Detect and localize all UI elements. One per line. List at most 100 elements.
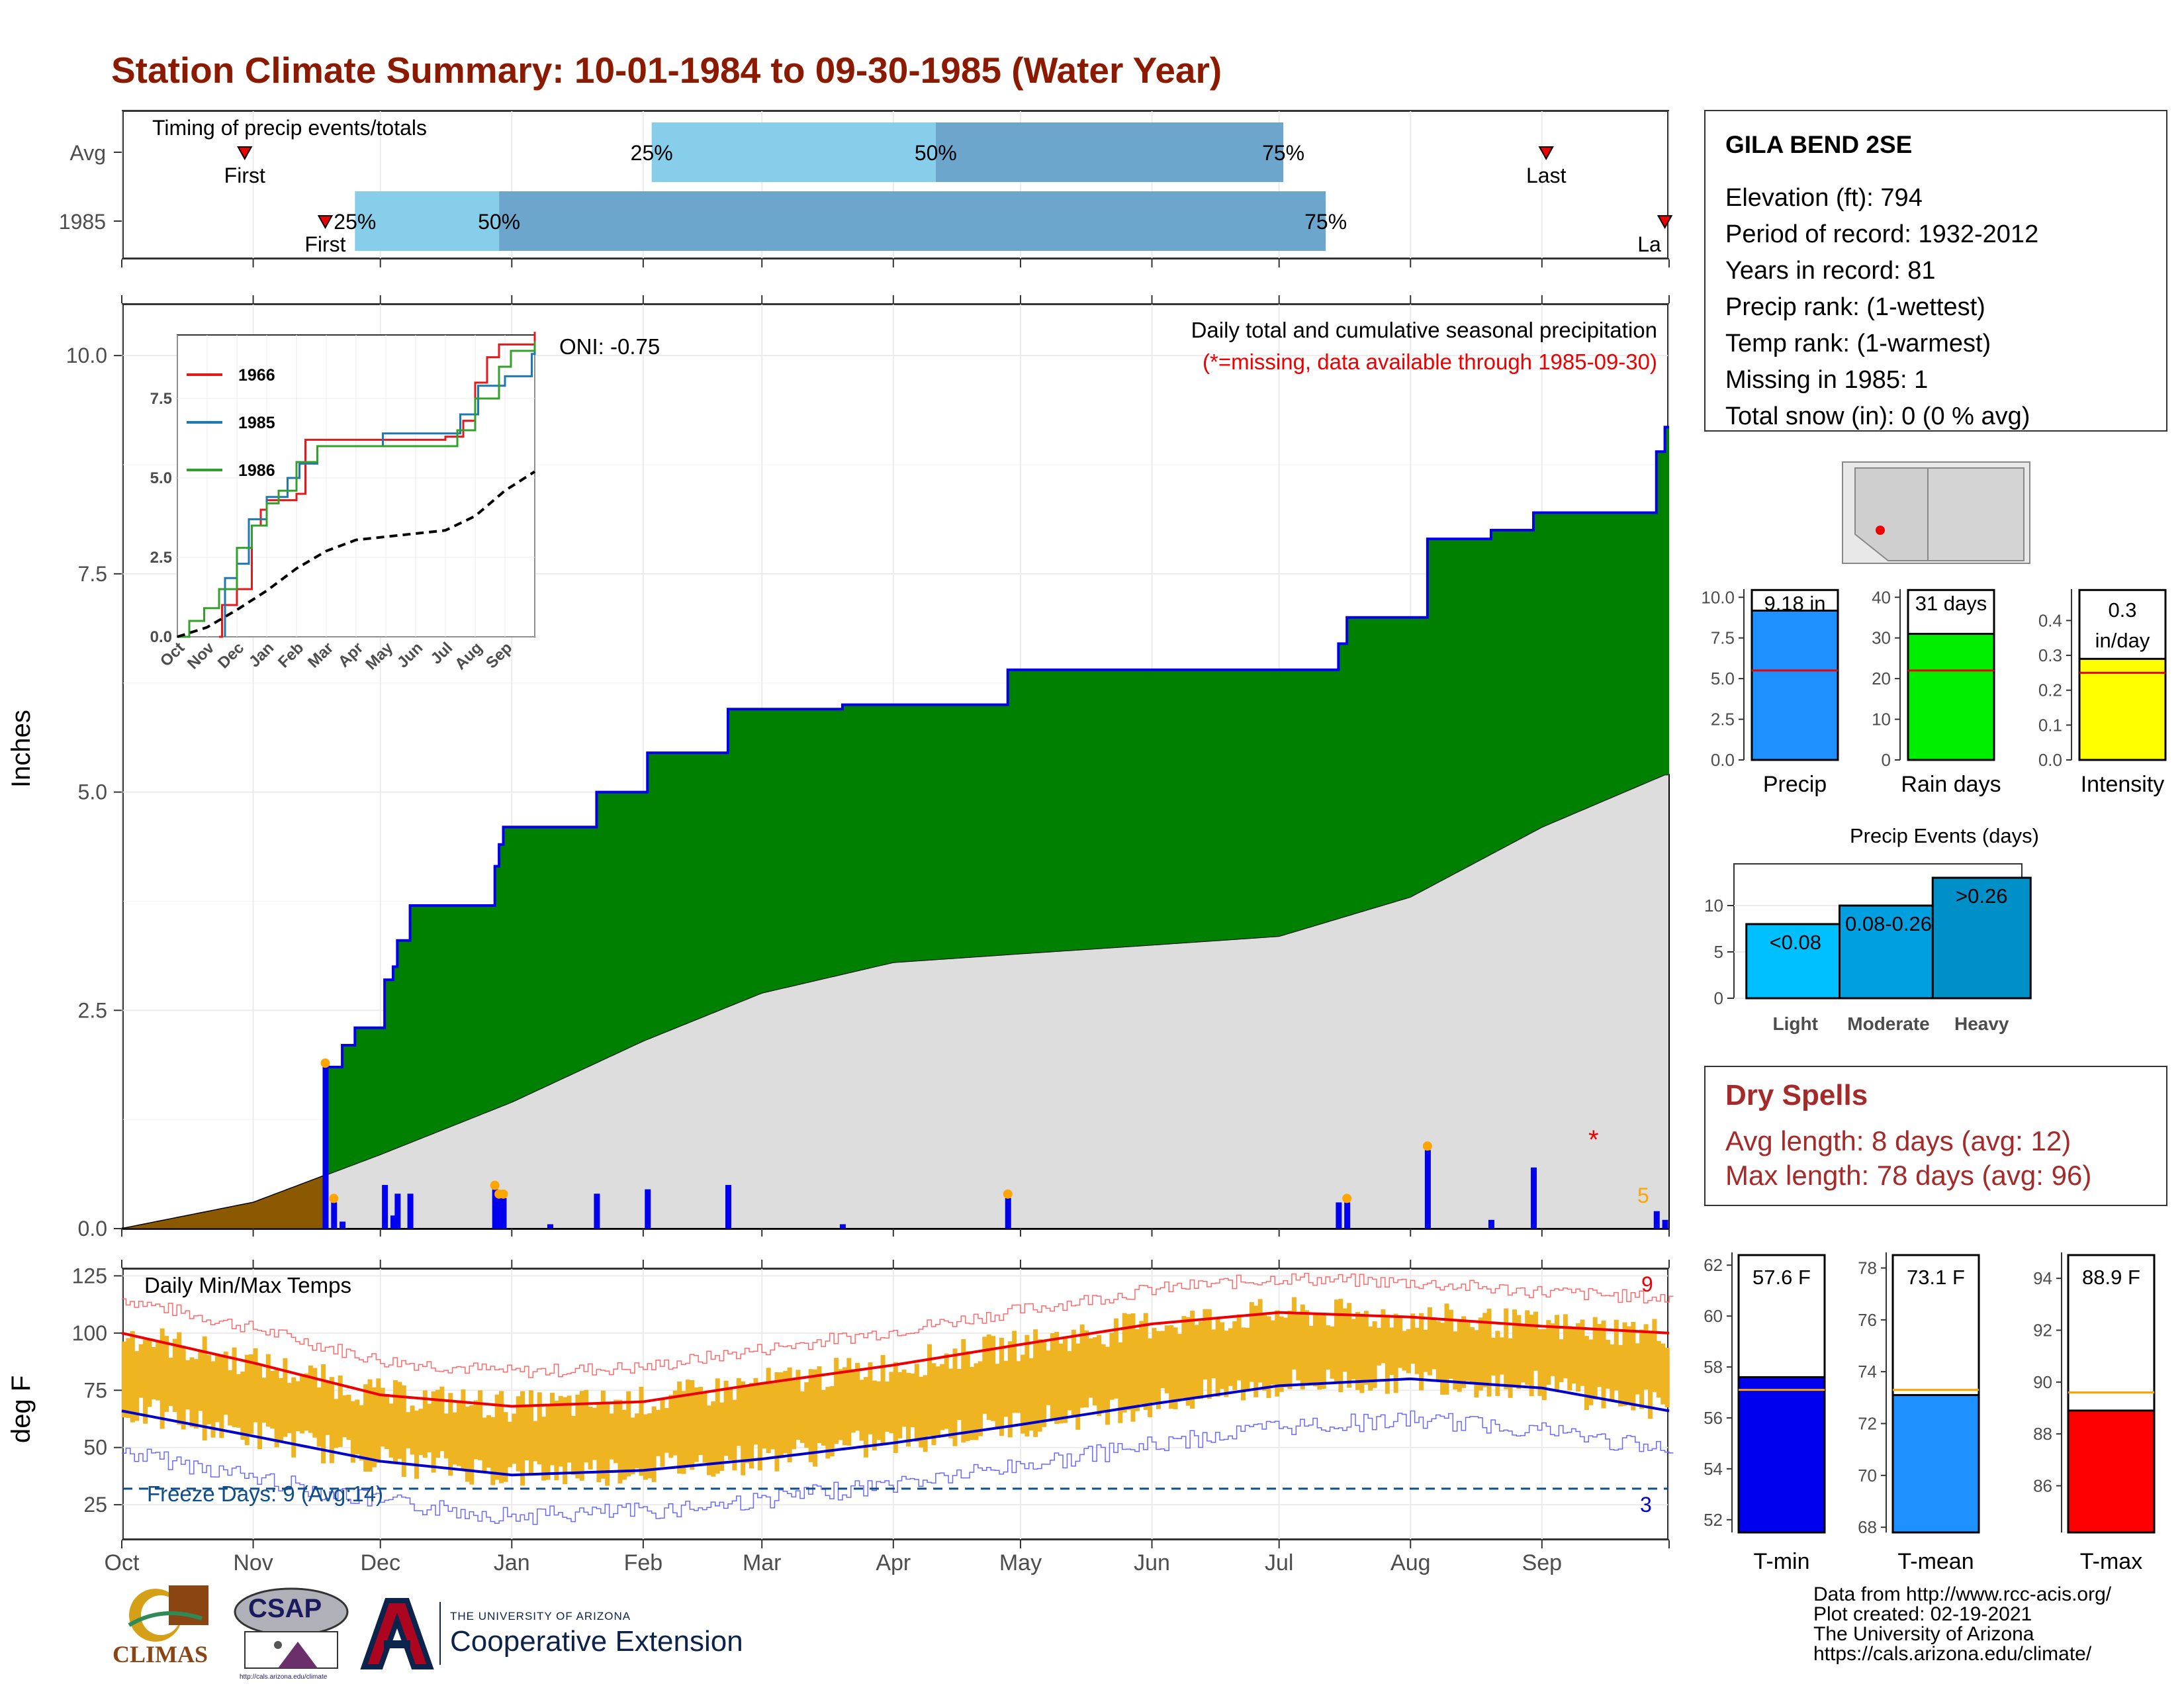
daily-temp-bar — [1105, 1346, 1111, 1425]
daily-temp-bar — [1520, 1325, 1525, 1383]
daily-temp-bar — [198, 1350, 203, 1411]
temp-panel-label: Daily Min/Max Temps — [144, 1273, 351, 1297]
daily-temp-bar — [1372, 1321, 1377, 1388]
daily-precip-bar — [1531, 1167, 1537, 1229]
daily-temp-bar — [1406, 1329, 1411, 1374]
daily-temp-bar — [910, 1373, 915, 1427]
daily-temp-bar — [792, 1380, 797, 1450]
daily-temp-bar — [859, 1380, 864, 1441]
daily-temp-bar — [982, 1336, 987, 1414]
daily-temp-bar — [821, 1389, 826, 1446]
summary-bar-name: Rain days — [1901, 772, 2001, 797]
daily-temp-bar — [872, 1380, 877, 1450]
precip-subtitle: (*=missing, data available through 1985-… — [1202, 350, 1657, 374]
daily-temp-bar — [533, 1421, 538, 1462]
daily-temp-bar — [321, 1364, 326, 1464]
month-tick-label: Jan — [494, 1550, 530, 1575]
precip-title: Daily total and cumulative seasonal prec… — [1191, 318, 1657, 342]
daily-temp-bar — [1359, 1313, 1365, 1393]
daily-temp-bar — [265, 1354, 271, 1427]
daily-temp-bar — [397, 1382, 402, 1459]
daily-temp-bar — [457, 1400, 462, 1466]
daily-temp-bar — [1537, 1329, 1543, 1396]
daily-temp-bar — [334, 1399, 339, 1448]
record-max-line — [122, 1272, 1674, 1378]
daily-temp-bar — [901, 1369, 907, 1427]
daily-precip-bar — [394, 1194, 401, 1229]
daily-temp-bar — [817, 1366, 822, 1444]
station-precip-rank: Precip rank: (1-wettest) — [1725, 293, 1985, 321]
summary-tick-label: 0.2 — [2038, 680, 2062, 700]
daily-temp-bar — [159, 1328, 165, 1429]
daily-temp-bar — [906, 1372, 911, 1447]
daily-precip-bar — [1005, 1197, 1011, 1229]
daily-temp-bar — [206, 1354, 212, 1425]
timing-last-marker — [1538, 146, 1554, 161]
inset-line-1986 — [177, 341, 536, 638]
timing-bar-25-50 — [355, 191, 500, 251]
daily-temp-bar — [1275, 1310, 1280, 1397]
summary-tick-label: 0.4 — [2038, 610, 2062, 630]
month-tick-label: Jul — [1265, 1550, 1293, 1575]
tsummary-value-label: 73.1 F — [1907, 1266, 1965, 1289]
daily-temp-bar — [621, 1409, 627, 1480]
daily-temp-bar — [1334, 1299, 1339, 1383]
daily-temp-bar — [312, 1368, 318, 1438]
ua-logo — [360, 1598, 434, 1669]
daily-temp-bar — [257, 1366, 262, 1450]
daily-temp-bar — [741, 1381, 746, 1476]
tsummary-value-label: 88.9 F — [2082, 1266, 2140, 1289]
daily-temp-bar — [1270, 1320, 1275, 1385]
daily-temp-bar — [1605, 1339, 1610, 1389]
credit-university: The University of Arizona — [1813, 1623, 2034, 1645]
dry-spells-title: Dry Spells — [1725, 1079, 1868, 1111]
timing-label-75: 75% — [1262, 141, 1304, 165]
daily-temp-bar — [520, 1391, 525, 1486]
daily-temp-bar — [1601, 1320, 1606, 1409]
daily-temp-bar — [919, 1376, 924, 1448]
daily-temp-bar — [1432, 1319, 1437, 1370]
daily-temp-bar — [617, 1399, 623, 1484]
tsummary-tick-label: 76 — [1858, 1310, 1877, 1330]
daily-temp-bar — [863, 1377, 868, 1458]
daily-temp-bar — [490, 1417, 496, 1485]
daily-temp-bar — [1435, 1321, 1441, 1381]
daily-temp-bar — [656, 1409, 661, 1456]
tsummary-tick-label: 68 — [1858, 1517, 1877, 1537]
daily-temp-bar — [329, 1377, 334, 1464]
daily-temp-bar — [1546, 1320, 1551, 1385]
daily-temp-bar — [274, 1369, 279, 1448]
daily-temp-bar — [1508, 1338, 1513, 1398]
daily-temp-bar — [1525, 1310, 1530, 1385]
daily-temp-bar — [715, 1378, 720, 1474]
month-tick-label: May — [999, 1550, 1042, 1575]
daily-temp-bar — [1148, 1338, 1153, 1417]
daily-temp-bar — [214, 1354, 220, 1423]
daily-temp-bar — [596, 1403, 602, 1483]
daily-temp-bar — [541, 1417, 547, 1481]
daily-temp-bar — [1631, 1322, 1636, 1411]
summary-tick-label: 20 — [1872, 669, 1891, 688]
daily-temp-bar — [1312, 1313, 1318, 1387]
daily-temp-bar — [672, 1390, 678, 1456]
daily-temp-bar — [1385, 1315, 1390, 1394]
summary-tick-label: 30 — [1872, 628, 1891, 648]
daily-temp-bar — [147, 1339, 152, 1407]
dry-spells-box: Dry Spells Avg length: 8 days (avg: 12) … — [1704, 1066, 2167, 1206]
daily-temp-bar — [974, 1363, 979, 1440]
precip-count-label: 5 — [1637, 1184, 1649, 1207]
daily-temp-bar — [1474, 1330, 1479, 1398]
tsummary-tick-label: 56 — [1704, 1408, 1723, 1428]
daily-temp-bar — [392, 1380, 398, 1464]
daily-temp-bar — [1588, 1339, 1594, 1405]
daily-temp-bar — [486, 1415, 491, 1468]
daily-temp-bar — [1469, 1327, 1475, 1383]
daily-precip-bar — [645, 1189, 651, 1229]
daily-temp-bar — [499, 1391, 504, 1483]
daily-temp-bar — [1363, 1311, 1369, 1385]
daily-precip-bar — [839, 1224, 846, 1229]
daily-temp-bar — [1368, 1326, 1373, 1391]
tsummary-tick-label: 72 — [1858, 1414, 1877, 1434]
events-category-label: Moderate — [1847, 1013, 1929, 1034]
